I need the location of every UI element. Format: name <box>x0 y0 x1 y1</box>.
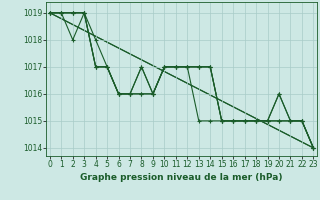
X-axis label: Graphe pression niveau de la mer (hPa): Graphe pression niveau de la mer (hPa) <box>80 173 283 182</box>
